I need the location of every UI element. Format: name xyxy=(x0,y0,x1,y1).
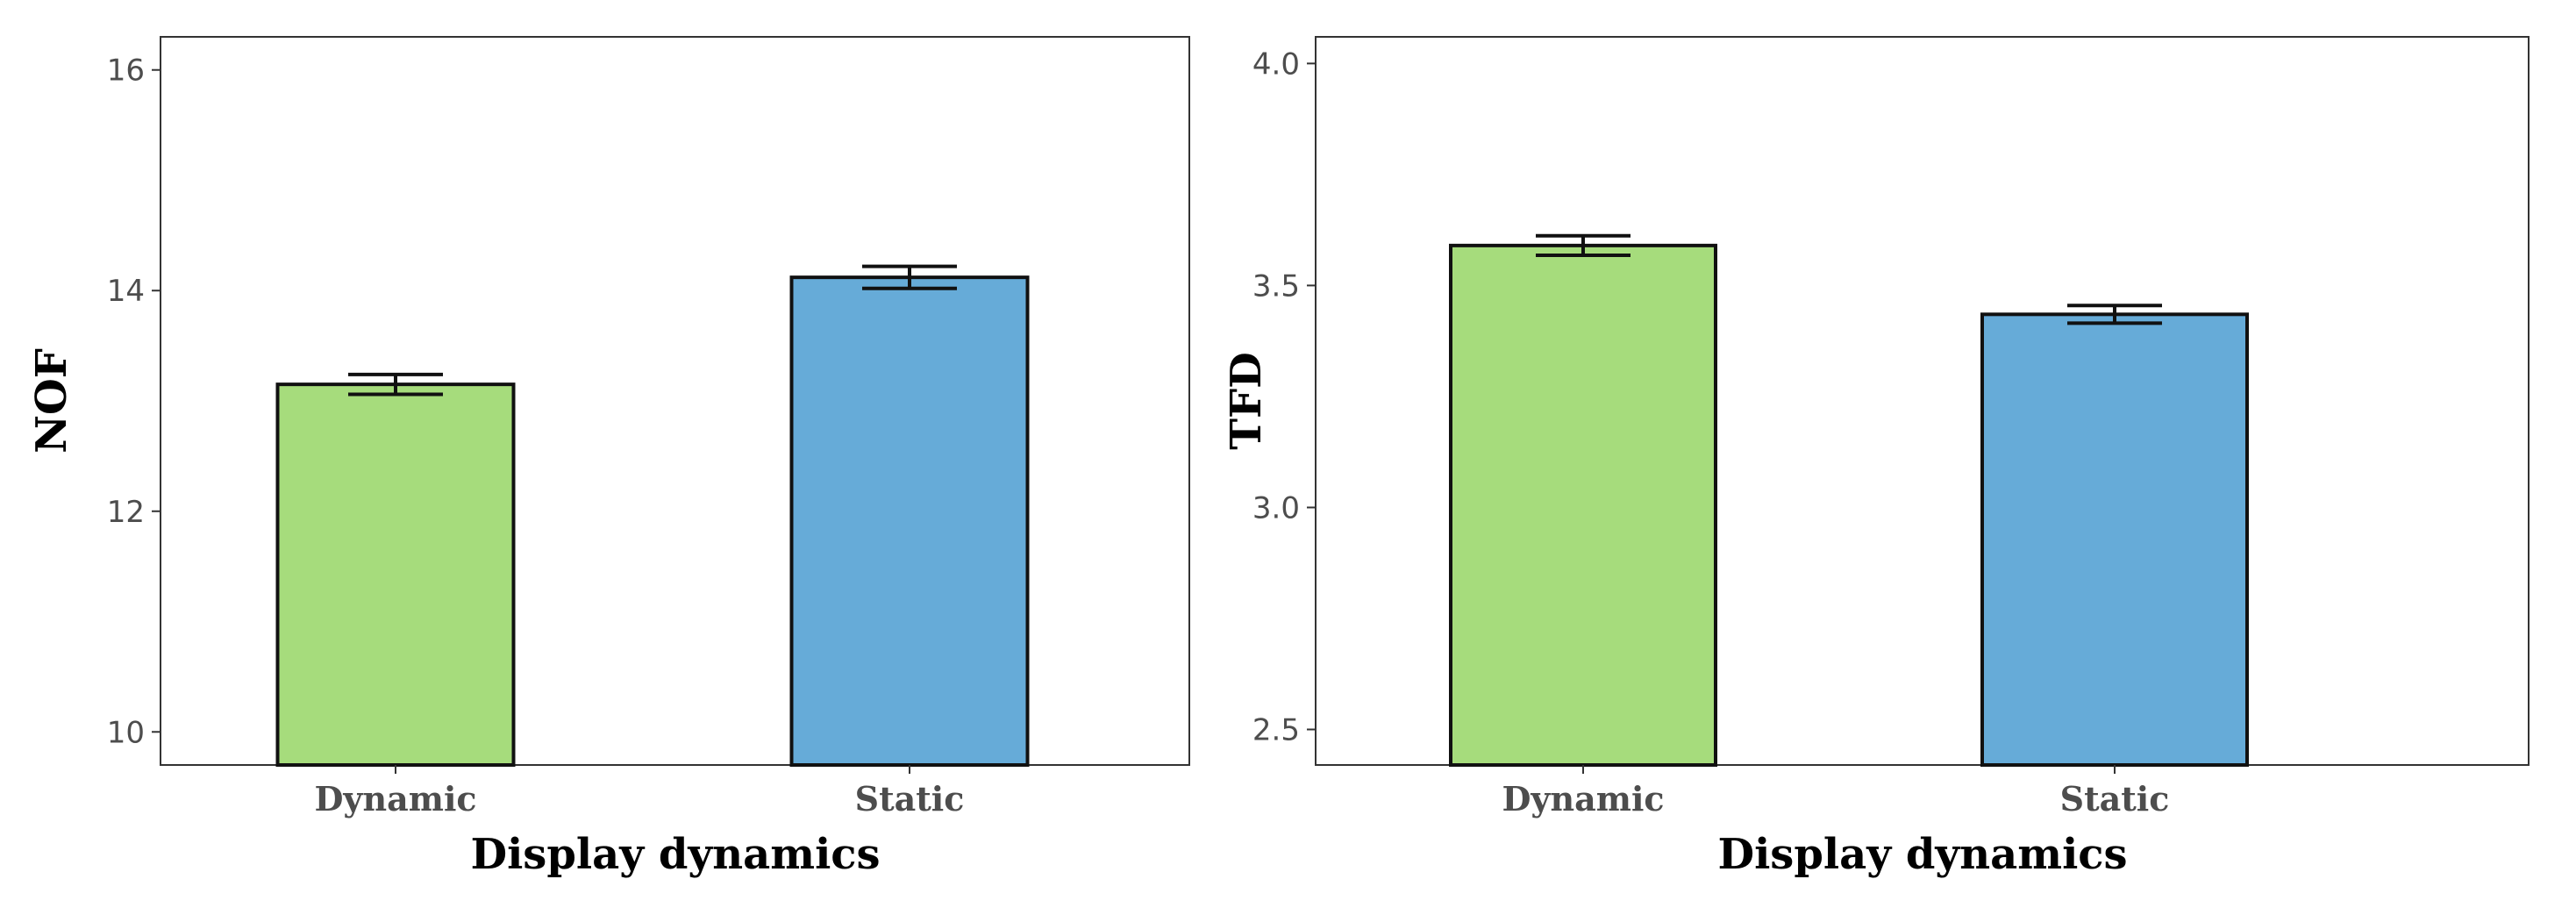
y-tick-label: 3.5 xyxy=(1252,268,1300,304)
bar-static xyxy=(789,275,1030,768)
y-axis: 10 12 14 16 xyxy=(107,54,161,750)
y-tick-label: 14 xyxy=(107,274,145,309)
bar-dynamic xyxy=(1449,243,1717,767)
x-axis-title: Display dynamics xyxy=(1717,830,2127,879)
x-tick-label: Static xyxy=(855,779,965,818)
y-axis: 2.5 3.0 3.5 4.0 xyxy=(1252,46,1316,748)
chart-panel-nof: 10 12 14 16 Dynamic Static NOF Display dynam… xyxy=(27,36,1190,879)
y-tick-label: 16 xyxy=(107,54,145,89)
x-tick-label: Dynamic xyxy=(1502,779,1664,818)
bars xyxy=(1449,233,2249,767)
x-tick-label: Dynamic xyxy=(314,779,476,818)
y-tick-label: 10 xyxy=(107,715,145,750)
x-axis: Dynamic Static xyxy=(1502,765,2169,818)
y-axis-title: NOF xyxy=(27,348,76,454)
y-tick-label: 12 xyxy=(107,495,145,530)
x-tick-label: Static xyxy=(2060,779,2170,818)
bar-static xyxy=(1980,312,2249,767)
x-axis: Dynamic Static xyxy=(314,765,964,818)
x-axis-title: Display dynamics xyxy=(470,830,880,879)
y-tick-label: 2.5 xyxy=(1252,713,1300,748)
chart-panel-tfd: 2.5 3.0 3.5 4.0 Dynamic Static TFD Display d… xyxy=(1222,36,2530,879)
y-tick-label: 3.0 xyxy=(1252,490,1300,525)
y-tick-label: 4.0 xyxy=(1252,46,1300,82)
y-axis-title: TFD xyxy=(1222,352,1271,449)
bar-dynamic xyxy=(275,382,516,767)
